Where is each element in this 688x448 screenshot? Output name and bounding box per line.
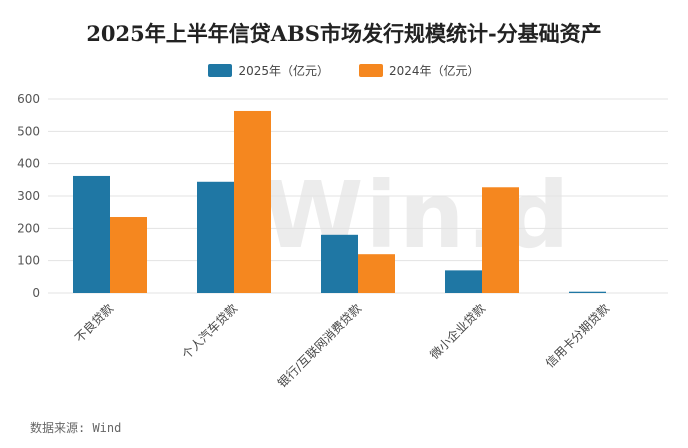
legend-label-2024: 2024年（亿元） [389,64,480,78]
legend-item-2024[interactable]: 2024年（亿元） [359,62,480,79]
y-tick-label: 100 [17,254,40,268]
x-tick-label: 不良贷款 [72,301,117,346]
y-tick-label: 300 [17,189,40,203]
bar-2024 [482,187,519,293]
x-tick-label: 信用卡分期贷款 [543,301,612,370]
source-note: 数据来源: Wind [30,421,122,435]
bar-2025 [197,181,234,293]
y-tick-label: 500 [17,124,40,138]
bar-2025 [73,175,110,293]
chart-title: 2025年上半年信贷ABS市场发行规模统计-分基础资产 [86,21,602,46]
bar-2024 [234,110,271,293]
y-tick-label: 400 [17,157,40,171]
legend-swatch-2024 [359,64,383,77]
y-tick-label: 600 [17,92,40,106]
bar-2025 [321,234,358,293]
bar-2025 [445,270,482,293]
bar-2024 [110,217,147,293]
bar-2025 [569,291,606,293]
legend-item-2025[interactable]: 2025年（亿元） [208,62,329,79]
legend-swatch-2025 [208,64,233,77]
y-tick-label: 200 [17,221,40,235]
x-tick-label: 微小企业贷款 [427,301,489,363]
legend: 2025年（亿元） 2024年（亿元） [0,62,688,79]
x-tick-label: 银行/互联网消费贷款 [275,301,364,390]
bar-2024 [358,254,395,293]
x-tick-label: 个人汽车贷款 [179,301,241,363]
y-tick-label: 0 [32,286,40,300]
legend-label-2025: 2025年（亿元） [238,64,329,78]
